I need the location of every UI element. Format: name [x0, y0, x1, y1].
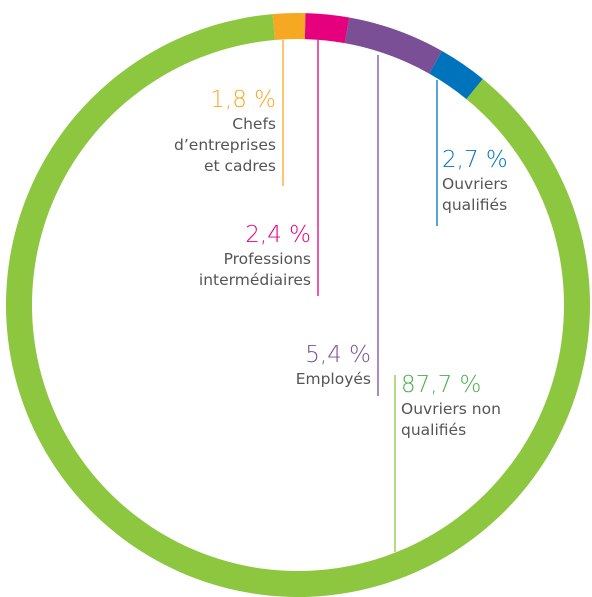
donut-segment: [344, 17, 443, 74]
segment-label: 2,4 % Professions intermédiaires: [191, 221, 311, 291]
donut-segment: [6, 14, 590, 597]
category-label: Employés: [295, 370, 371, 388]
value-label: 2,7 %: [442, 147, 508, 173]
donut-segment: [304, 13, 350, 44]
category-label: Ouvriers non qualifiés: [401, 400, 501, 439]
segment-label: 2,7 % Ouvriers qualifiés: [442, 146, 527, 216]
value-label: 1,8 %: [210, 87, 276, 113]
segment-label: 1,8 % Chefs d’entreprises et cadres: [166, 86, 276, 177]
value-label: 87,7 %: [401, 372, 482, 398]
donut-segment: [429, 51, 483, 100]
value-label: 2,4 %: [245, 222, 311, 248]
value-label: 5,4 %: [305, 342, 371, 368]
segment-label: 87,7 % Ouvriers non qualifiés: [401, 371, 519, 441]
segment-label: 5,4 % Employés: [261, 341, 371, 390]
category-label: Ouvriers qualifiés: [442, 175, 508, 214]
category-label: Professions intermédiaires: [198, 250, 311, 289]
donut-segment: [272, 12, 306, 41]
category-label: Chefs d’entreprises et cadres: [174, 115, 276, 175]
